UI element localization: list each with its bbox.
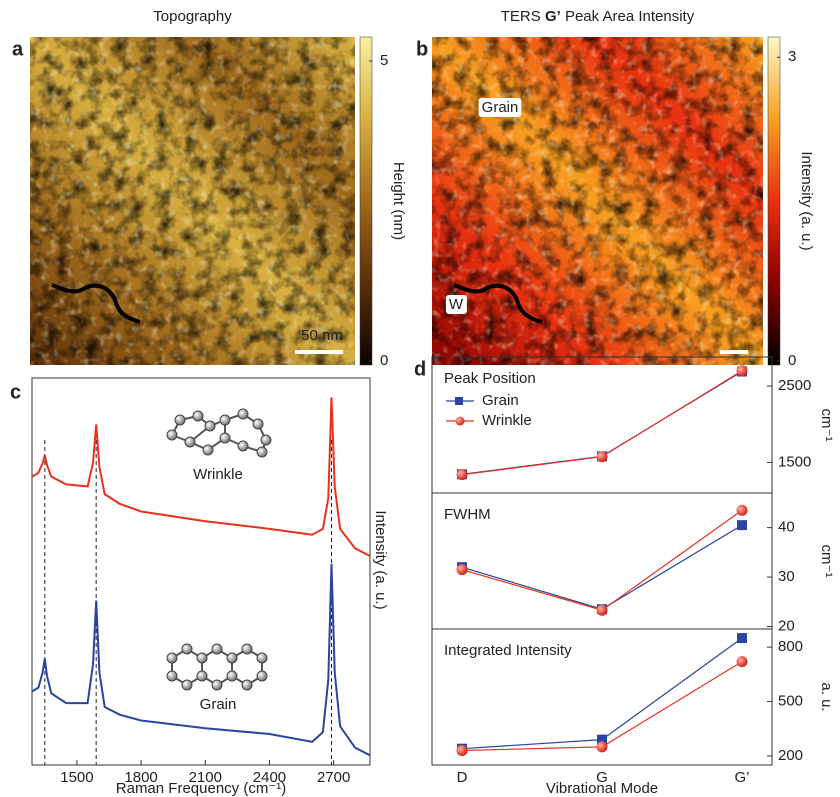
x-tick-label: 2100 (189, 769, 222, 786)
marker (456, 469, 468, 481)
marker (596, 604, 608, 616)
marker (456, 564, 468, 576)
marker (596, 451, 608, 463)
panel-letter: d (414, 358, 426, 380)
series-line (461, 524, 743, 610)
marker (456, 744, 468, 756)
spectrum-line (31, 563, 371, 757)
y-tick-label: 2500 (778, 377, 811, 394)
colorbar (359, 36, 373, 366)
panel-letter: c (10, 381, 21, 403)
label-box (478, 97, 522, 117)
y-tick-label: 40 (778, 519, 795, 536)
marker (737, 633, 747, 644)
marker (596, 741, 608, 753)
y-axis-label: cm⁻¹ (818, 409, 835, 442)
grain-molecule (166, 643, 268, 691)
map-label: Grain (482, 99, 519, 116)
marker (736, 656, 748, 668)
line-profile (453, 283, 543, 324)
y-tick-label: 1500 (778, 453, 811, 470)
y-tick-label: 800 (778, 638, 803, 655)
panel-title: TERS G’ Peak Area Intensity (501, 8, 695, 25)
plot-frame (31, 377, 371, 766)
x-tick-label: D (457, 769, 468, 786)
map-label: W (449, 296, 464, 313)
title-part: Peak Area Intensity (561, 8, 695, 25)
x-tick-label: G (596, 769, 608, 786)
series-line (461, 509, 743, 611)
marker (736, 365, 748, 377)
y-tick-label: 20 (778, 617, 795, 634)
series-label: Wrinkle (193, 466, 243, 483)
subplot-title: FWHM (444, 506, 491, 523)
marker (597, 734, 607, 745)
legend-marker (455, 397, 463, 405)
colorbar-label: Height (nm) (390, 162, 407, 240)
label-box (445, 294, 467, 314)
marker (737, 520, 747, 531)
legend-marker (455, 416, 465, 426)
y-tick-label: 30 (778, 568, 795, 585)
subplot-title: Peak Position (444, 370, 536, 387)
panel-letter: a (12, 38, 24, 60)
map-texture (30, 37, 355, 365)
x-tick-label: 1800 (124, 769, 157, 786)
panel-letter: b (416, 38, 428, 60)
colorbar-tick-label: 3 (788, 48, 796, 65)
wrinkle-molecule (166, 408, 272, 458)
map-texture (432, 37, 763, 365)
subplot-title: Integrated Intensity (444, 642, 572, 659)
x-tick-label: G’ (735, 769, 750, 786)
title-part: TERS (501, 8, 545, 25)
x-axis-label: Vibrational Mode (546, 780, 658, 797)
x-tick-label: 2700 (317, 769, 350, 786)
y-tick-label: 500 (778, 693, 803, 710)
x-tick-label: 1500 (60, 769, 93, 786)
y-axis-label: Intensity (a. u.) (372, 510, 389, 609)
y-axis-label: cm⁻¹ (818, 545, 835, 578)
colorbar-label: Intensity (a. u.) (798, 151, 815, 250)
spectrum-line (31, 397, 371, 557)
scale-bar-label: 50 nm (301, 327, 343, 344)
colorbar-tick-label: 0 (380, 352, 388, 369)
colorbar-tick-label: 0 (788, 352, 796, 369)
colorbar-tick-label: 5 (380, 52, 388, 69)
panel-title: Topography (153, 8, 232, 25)
y-axis-label: a. u. (818, 682, 835, 711)
subplot-frame (431, 628, 773, 766)
title-part: G’ (545, 8, 561, 25)
line-profile (51, 283, 141, 324)
colorbar (767, 36, 781, 366)
legend-label: Wrinkle (482, 412, 532, 429)
x-axis-label: Raman Frequency (cm⁻¹) (116, 780, 286, 797)
marker (736, 504, 748, 516)
series-label: Grain (200, 696, 237, 713)
x-tick-label: 2400 (253, 769, 286, 786)
legend-label: Grain (482, 392, 519, 409)
y-tick-label: 200 (778, 747, 803, 764)
